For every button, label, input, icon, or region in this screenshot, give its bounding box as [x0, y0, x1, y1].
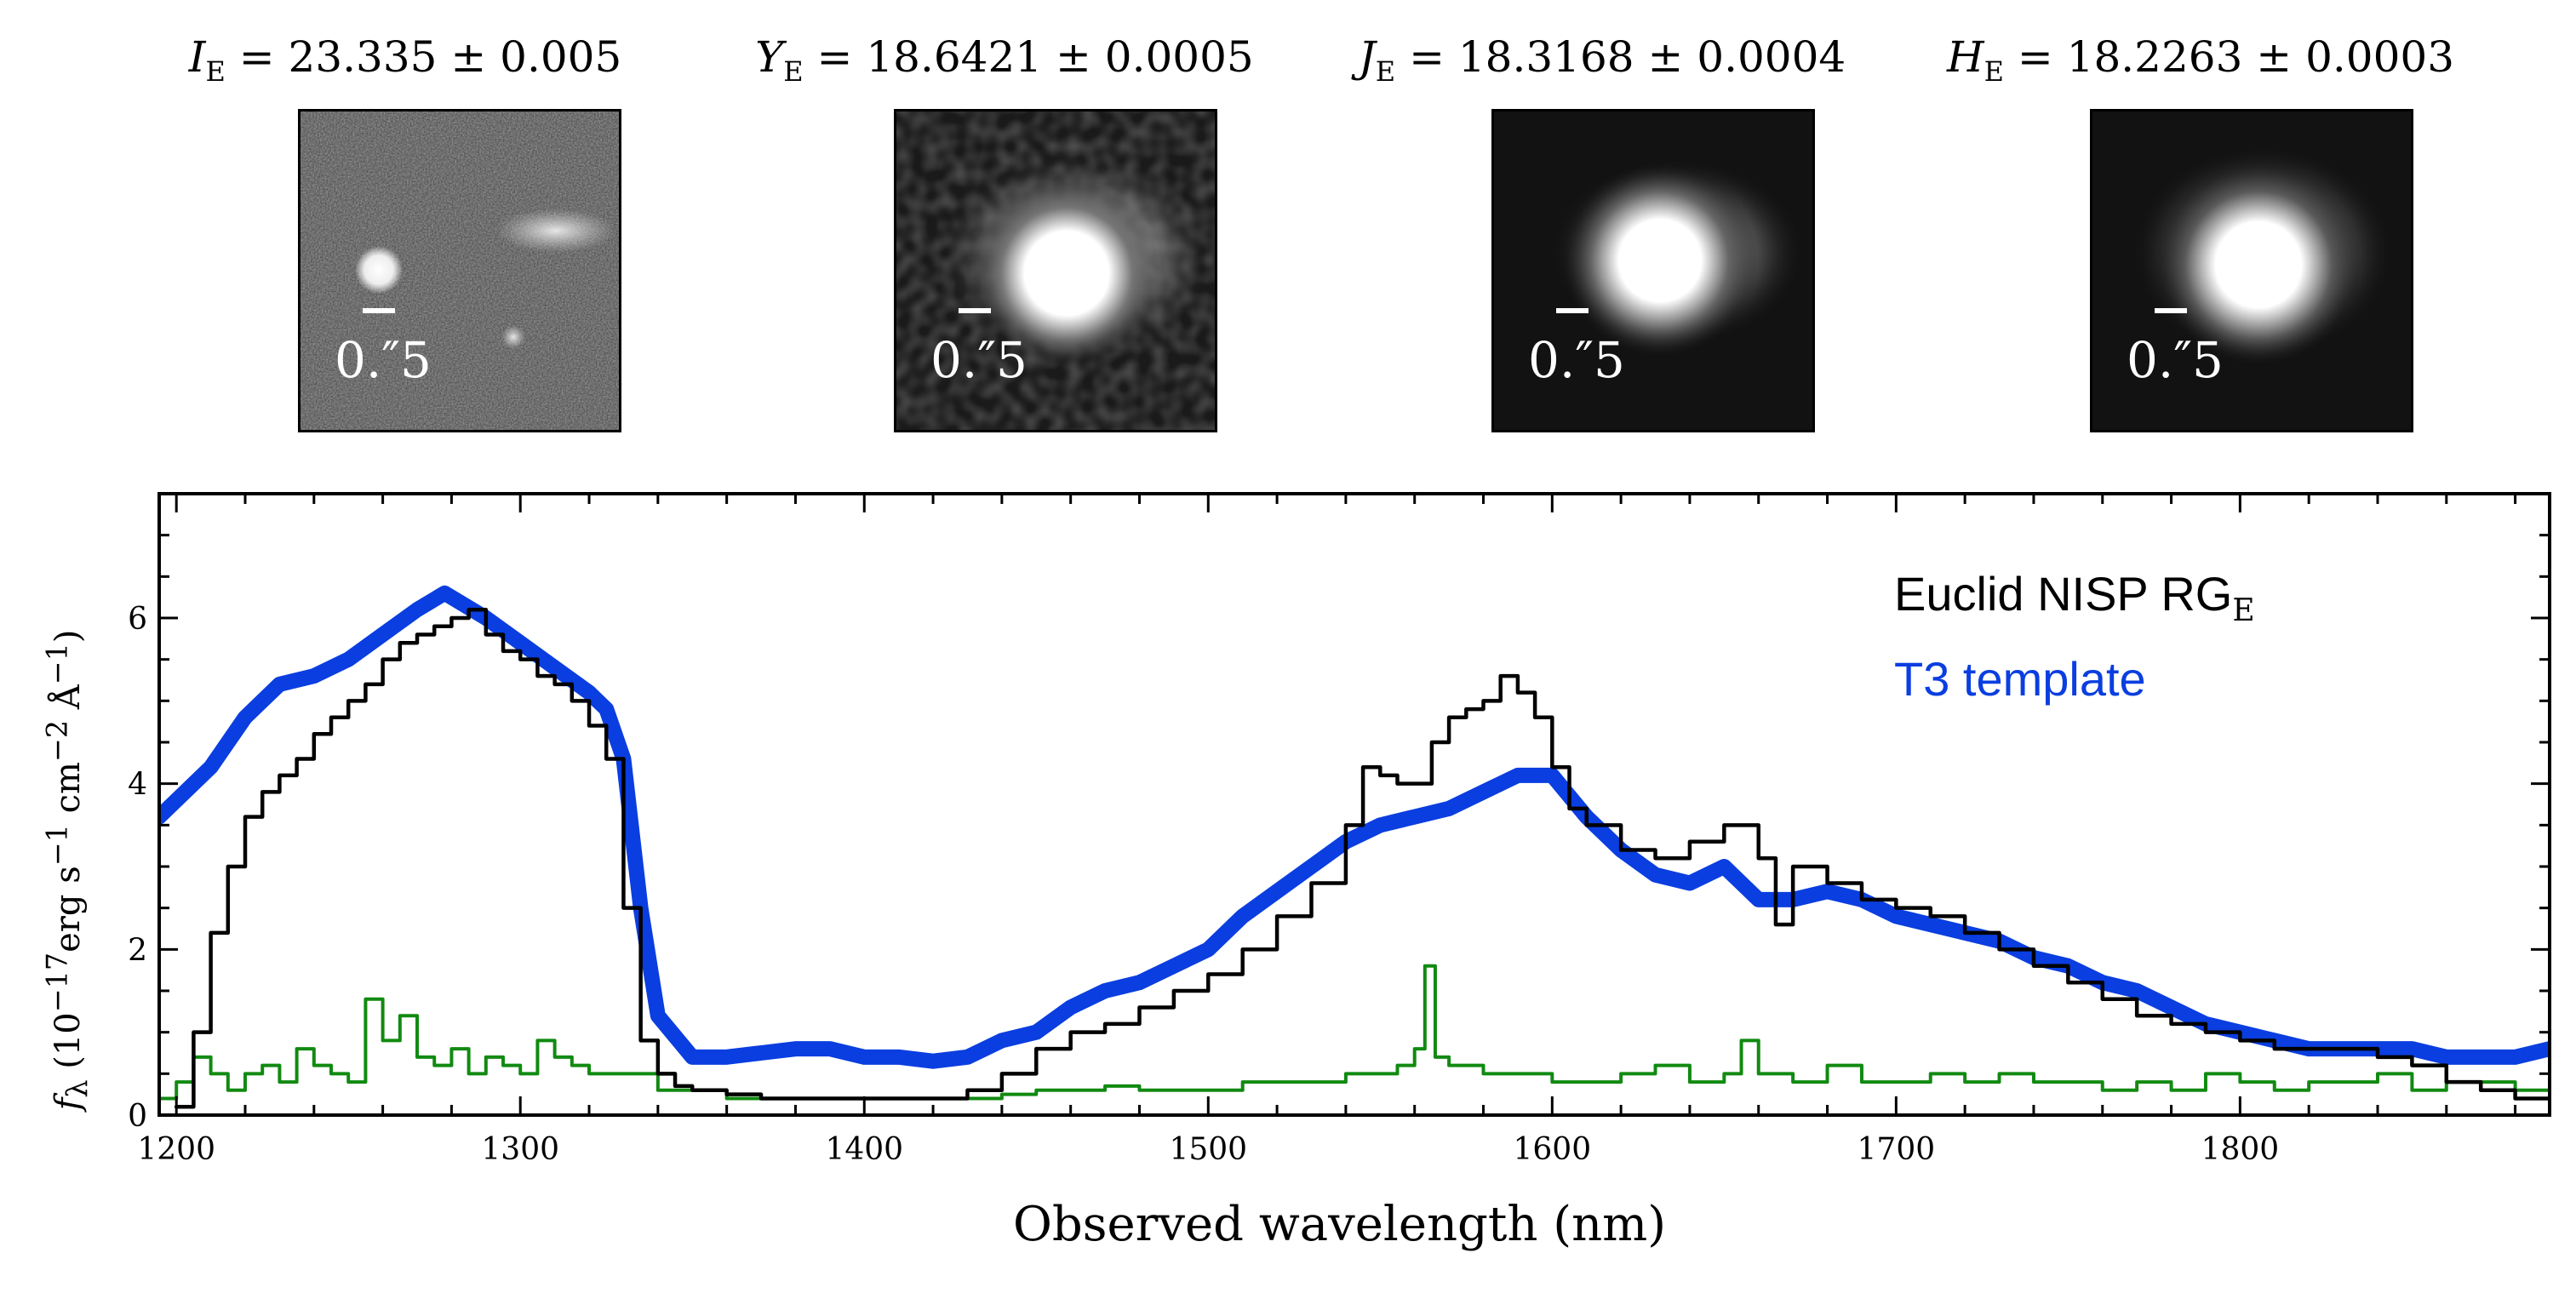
magnitude-value: = 18.2263 ± 0.0003 — [2017, 32, 2455, 82]
x-axis-label: Observed wavelength (nm) — [1013, 1197, 1667, 1252]
cutout-image-he: 0.″5 — [2090, 109, 2413, 432]
cutout-he-graphic — [2092, 112, 2411, 430]
band-symbol: I — [188, 32, 206, 82]
cutout-ie-source — [355, 246, 403, 294]
plot-frame — [157, 492, 2551, 1117]
x-tick-label: 1500 — [1169, 1132, 1247, 1167]
y-axis-symbol: f — [49, 1097, 89, 1111]
cutout-ie-noise — [301, 112, 619, 430]
cutout-image-ie: 0.″5 — [298, 109, 621, 432]
y-tick-label: 4 — [128, 768, 147, 803]
series-noise — [159, 964, 2550, 1101]
band-symbol: J — [1358, 32, 1376, 82]
x-tick-label: 1800 — [2201, 1132, 2280, 1167]
band-sub: E — [1375, 55, 1396, 88]
magnitude-value: = 18.3168 ± 0.0004 — [1409, 32, 1846, 82]
x-tick-label: 1600 — [1514, 1132, 1592, 1167]
cutout-je-core — [1562, 163, 1758, 358]
band-sub: E — [1984, 55, 2004, 88]
cutout-ie-faint-source — [501, 325, 525, 349]
band-symbol: Y — [755, 32, 784, 82]
series-layer — [159, 585, 2550, 1109]
legend-spectrum: Euclid NISP RGE — [1894, 566, 2255, 628]
cutout-image-ye: 0.″5 — [894, 109, 1217, 432]
cutout-ie-companion — [496, 209, 615, 253]
scale-label: 0.″5 — [2127, 331, 2224, 389]
legend-spectrum-label: Euclid NISP RG — [1894, 567, 2233, 621]
scale-label: 0.″5 — [335, 331, 432, 389]
band-sub: E — [783, 55, 804, 88]
scale-bar — [959, 308, 991, 313]
y-tick-label: 2 — [128, 933, 147, 968]
y-axis-units: (10−17erg s−1 cm−2 Å−1) — [40, 629, 89, 1069]
x-tick-label: 1700 — [1858, 1132, 1936, 1167]
band-sub: E — [205, 55, 226, 88]
magnitude-value: = 23.335 ± 0.005 — [238, 32, 622, 82]
y-tick-label: 6 — [128, 602, 147, 637]
y-axis-label: fλ (10−17erg s−1 cm−2 Å−1) — [41, 630, 94, 1111]
cutout-ie-graphic — [301, 112, 619, 430]
scale-bar — [1556, 308, 1589, 313]
cutout-title-ye: YE = 18.6421 ± 0.0005 — [707, 32, 1302, 88]
cutout-je-graphic — [1494, 112, 1812, 430]
legend-template: T3 template — [1894, 651, 2146, 707]
legend-spectrum-sub: E — [2232, 593, 2255, 629]
x-tick-label: 1400 — [825, 1132, 903, 1167]
scale-bar — [363, 308, 395, 313]
scale-bar — [2155, 308, 2187, 313]
cutout-title-he: HE = 18.2263 ± 0.0003 — [1903, 32, 2499, 88]
series-euclid-nisp-rg-e — [174, 608, 2550, 1109]
cutout-title-ie: IE = 23.335 ± 0.005 — [107, 32, 703, 88]
x-tick-label: 1300 — [481, 1132, 559, 1167]
cutout-ye-graphic — [896, 112, 1215, 430]
x-tick-label: 1200 — [137, 1132, 215, 1167]
cutout-title-je: JE = 18.3168 ± 0.0004 — [1304, 32, 1900, 88]
scale-label: 0.″5 — [930, 331, 1028, 389]
y-axis-symbol-sub: λ — [60, 1079, 94, 1098]
legend-template-label: T3 template — [1894, 652, 2146, 706]
cutout-ye-core — [973, 180, 1160, 367]
cutout-he-core — [2156, 163, 2361, 367]
cutout-image-je: 0.″5 — [1491, 109, 1815, 432]
band-symbol: H — [1946, 32, 1984, 82]
series-t3-template — [159, 585, 2550, 1069]
scale-label: 0.″5 — [1528, 331, 1625, 389]
y-tick-label: 0 — [128, 1099, 147, 1134]
magnitude-value: = 18.6421 ± 0.0005 — [816, 32, 1254, 82]
tick-layer: 1200 1300 1400 1500 1600 1700 1800 0 2 4 6 — [128, 492, 2550, 1167]
